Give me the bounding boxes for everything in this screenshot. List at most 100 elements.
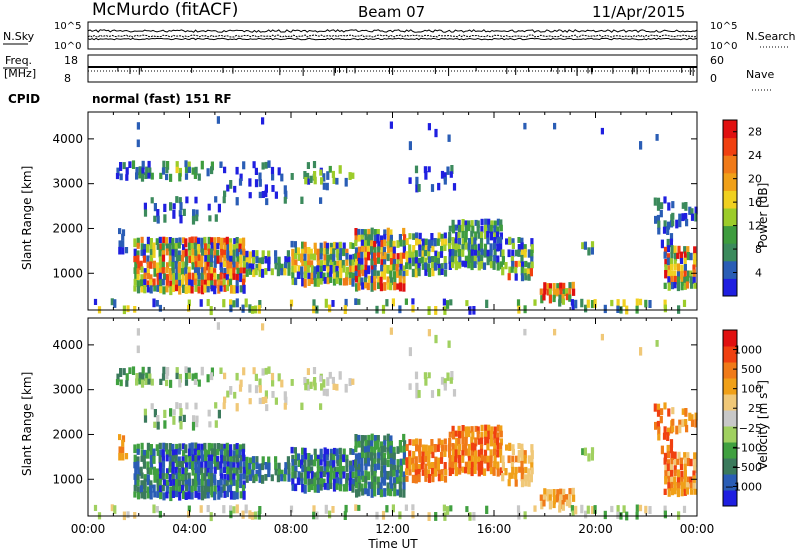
power-data-cell xyxy=(673,282,677,289)
power-data-cell xyxy=(477,255,481,265)
velocity-data-cell xyxy=(408,439,412,446)
velocity-data-cell xyxy=(529,474,533,483)
power-data-cell xyxy=(480,218,484,226)
power-data-cell xyxy=(457,238,462,246)
velocity-data-cell xyxy=(168,466,172,473)
velocity-data-cell xyxy=(514,479,518,487)
colorbar-swatch xyxy=(723,330,737,347)
velocity-data-cell xyxy=(312,367,317,375)
velocity-data-cell xyxy=(313,472,317,480)
velocity-data-cell xyxy=(417,390,421,398)
power-data-cell xyxy=(505,238,509,245)
power-data-cell xyxy=(455,231,459,240)
power-data-cell xyxy=(156,209,160,218)
velocity-data-cell xyxy=(254,474,258,482)
velocity-data-cell xyxy=(411,463,416,473)
velocity-data-cell xyxy=(336,454,340,464)
power-data-cell xyxy=(319,265,323,274)
velocity-data-cell xyxy=(477,438,481,445)
velocity-data-cell xyxy=(408,469,412,476)
power-data-cell xyxy=(382,246,386,256)
power-data-cell xyxy=(656,197,661,206)
velocity-data-cell xyxy=(385,505,389,513)
velocity-data-cell xyxy=(470,436,474,445)
power-data-cell xyxy=(168,267,172,276)
velocity-data-cell xyxy=(673,451,677,460)
velocity-data-cell xyxy=(242,490,246,500)
velocity-data-cell xyxy=(370,458,375,466)
velocity-data-cell xyxy=(392,452,396,460)
power-data-cell xyxy=(204,243,208,251)
velocity-data-cell xyxy=(373,463,377,473)
velocity-data-cell xyxy=(670,451,674,460)
power-data-cell xyxy=(180,268,185,276)
power-data-cell xyxy=(583,241,587,250)
power-data-cell xyxy=(496,255,500,264)
velocity-data-cell xyxy=(342,471,346,479)
velocity-data-cell xyxy=(158,455,162,464)
power-data-cell xyxy=(427,245,431,253)
velocity-data-cell xyxy=(194,490,198,498)
velocity-data-cell xyxy=(463,443,468,451)
velocity-data-cell xyxy=(669,464,673,473)
power-data-cell xyxy=(693,246,697,255)
power-data-cell xyxy=(415,238,419,246)
velocity-data-cell xyxy=(693,459,697,468)
power-data-cell xyxy=(358,276,362,286)
power-data-cell xyxy=(427,263,431,272)
velocity-data-cell xyxy=(242,443,246,452)
velocity-data-cell xyxy=(402,452,406,461)
power-data-cell xyxy=(331,170,335,178)
power-data-cell xyxy=(464,230,468,240)
velocity-data-cell xyxy=(489,437,493,447)
power-data-cell xyxy=(511,242,515,249)
power-data-cell xyxy=(427,166,431,173)
power-data-cell xyxy=(235,197,239,206)
velocity-data-cell xyxy=(280,379,284,388)
power-data-cell xyxy=(389,270,393,279)
velocity-data-cell xyxy=(313,477,317,486)
power-data-cell xyxy=(331,300,335,307)
x-tick-label: 00:00 xyxy=(71,522,106,536)
velocity-data-cell xyxy=(197,492,201,500)
x-tick-label: 08:00 xyxy=(274,522,309,536)
velocity-data-cell xyxy=(638,504,643,512)
power-data-cell xyxy=(313,242,317,249)
velocity-data-cell xyxy=(411,511,415,519)
power-data-cell xyxy=(393,276,397,285)
power-data-cell xyxy=(477,261,481,271)
power-data-cell xyxy=(408,263,412,270)
power-data-cell xyxy=(233,238,237,245)
power-data-cell xyxy=(669,238,673,248)
velocity-data-cell xyxy=(188,456,192,465)
power-data-cell xyxy=(351,272,355,281)
velocity-data-cell xyxy=(471,442,475,451)
velocity-data-cell xyxy=(204,461,208,468)
power-data-cell xyxy=(309,175,313,183)
power-data-cell xyxy=(464,225,468,233)
velocity-data-cell xyxy=(248,398,252,405)
velocity-data-cell xyxy=(376,458,381,465)
velocity-data-cell xyxy=(443,462,447,471)
power-data-cell xyxy=(258,263,262,272)
velocity-data-cell xyxy=(423,372,427,380)
power-data-cell xyxy=(370,282,374,292)
velocity-data-cell xyxy=(381,510,386,520)
velocity-data-cell xyxy=(493,443,497,452)
power-data-cell xyxy=(204,261,208,270)
velocity-data-cell xyxy=(325,454,329,461)
velocity-data-cell xyxy=(201,454,205,462)
velocity-data-cell xyxy=(377,481,381,491)
velocity-data-cell xyxy=(187,367,191,375)
power-data-cell xyxy=(370,234,374,242)
velocity-data-cell xyxy=(348,478,352,487)
power-data-cell xyxy=(351,265,355,272)
power-data-cell xyxy=(159,243,163,252)
noise-search-trace xyxy=(87,34,698,38)
power-data-cell xyxy=(328,165,332,173)
velocity-data-cell xyxy=(149,455,153,464)
velocity-data-cell xyxy=(364,452,368,460)
noise-left-tick-bottom: 10^0 xyxy=(54,41,81,52)
power-data-cell xyxy=(562,282,566,291)
power-data-cell xyxy=(656,203,661,211)
